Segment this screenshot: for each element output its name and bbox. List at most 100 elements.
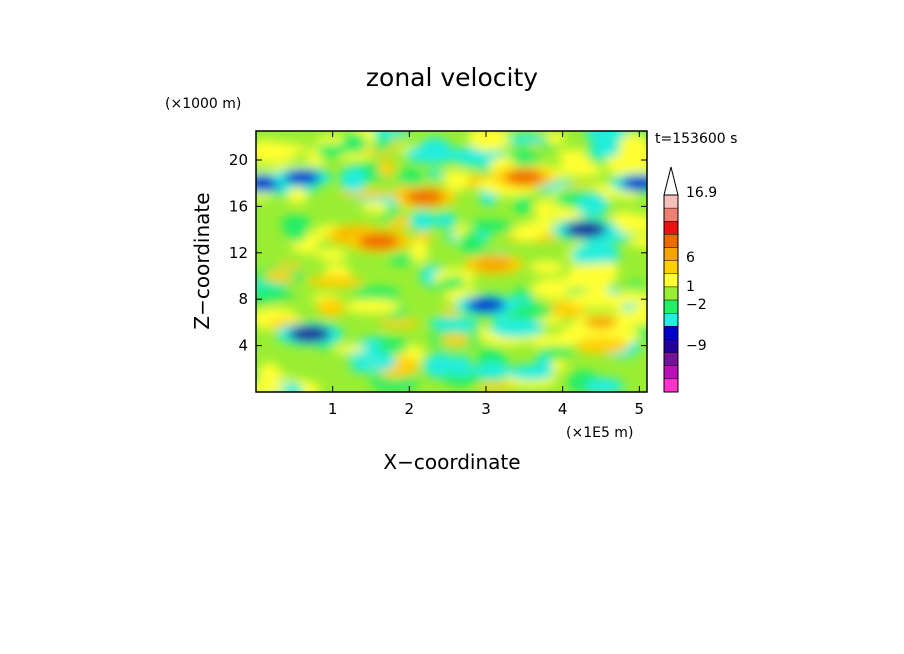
field-patch xyxy=(287,187,308,205)
field-patch xyxy=(258,362,282,387)
colorbar-swatch xyxy=(663,365,679,380)
colorbar-swatch xyxy=(663,352,679,366)
field-patch xyxy=(449,355,473,378)
colorbar-swatch xyxy=(663,313,679,327)
field-patch xyxy=(499,134,550,145)
field-feature xyxy=(621,176,647,191)
x-tick-label: 3 xyxy=(481,400,491,418)
field-patch xyxy=(429,281,459,290)
field-patch xyxy=(429,317,448,330)
colorbar-arrow xyxy=(663,166,679,196)
field-patch xyxy=(316,298,346,317)
colorbar-swatch xyxy=(663,234,679,248)
field-patch xyxy=(476,383,515,392)
field-feature xyxy=(440,333,471,346)
field-patch xyxy=(378,159,395,178)
x-tick-label: 4 xyxy=(558,400,568,418)
y-tick-label: 8 xyxy=(238,290,248,308)
field-patch xyxy=(569,291,621,309)
field-patch xyxy=(331,344,367,353)
y-axis-ticks: 4 8 12 16 20 xyxy=(229,151,647,355)
field-patch xyxy=(591,142,621,158)
x-tick-label: 1 xyxy=(328,400,338,418)
field-feature xyxy=(564,221,607,238)
field-patch xyxy=(576,194,610,217)
field-feature xyxy=(264,270,294,282)
field-patch xyxy=(585,377,624,392)
field-patch xyxy=(364,131,411,139)
x-unit-label: (×1E5 m) xyxy=(566,425,633,441)
field-patch xyxy=(437,317,480,332)
field-patch xyxy=(354,286,401,303)
field-patch xyxy=(529,260,565,274)
colorbar-swatch xyxy=(663,326,679,340)
field-patch xyxy=(443,371,480,387)
field-patch xyxy=(427,169,445,179)
x-axis-label: X−coordinate xyxy=(383,450,520,474)
field-patch xyxy=(534,199,554,221)
heatmap-field xyxy=(256,131,647,392)
field-patch xyxy=(560,157,595,171)
field-patch xyxy=(585,131,630,145)
x-axis-ticks: 1 2 3 4 5 xyxy=(328,131,644,418)
plot-frame xyxy=(255,130,648,393)
time-label: t=153600 s xyxy=(655,131,737,147)
y-tick-label: 16 xyxy=(229,197,248,215)
field-patch xyxy=(625,282,646,291)
colorbar-swatch xyxy=(663,378,679,393)
field-patch xyxy=(315,143,347,159)
field-patch xyxy=(409,210,437,232)
field-patch xyxy=(442,170,471,185)
field-patch xyxy=(514,194,532,216)
colorbar-swatch xyxy=(663,207,679,222)
field-feature xyxy=(466,297,506,313)
field-feature xyxy=(415,147,449,161)
colorbar-labels: 16.9 6 1 −2 −9 xyxy=(686,185,717,354)
colorbar-swatch xyxy=(663,260,679,274)
colorbar-swatch xyxy=(663,194,679,209)
field-patch xyxy=(537,345,575,358)
field-patch xyxy=(535,354,553,379)
colorbar-swatch xyxy=(663,299,679,314)
y-tick-label: 12 xyxy=(229,244,248,262)
field-patch xyxy=(256,382,288,392)
colorbar-label: −9 xyxy=(686,338,707,354)
field-patch xyxy=(575,337,629,355)
field-patch xyxy=(423,352,458,379)
field-patch xyxy=(441,307,460,316)
colorbar-swatch xyxy=(663,221,679,235)
field-patch xyxy=(345,299,401,314)
field-feature xyxy=(284,170,320,185)
colorbar-swatch xyxy=(663,247,679,261)
field-feature xyxy=(405,189,445,205)
field-patch xyxy=(460,229,481,256)
field-patch xyxy=(593,262,620,278)
field-patch xyxy=(410,239,428,264)
colorbar-swatch xyxy=(663,273,679,288)
field-patch xyxy=(471,362,513,380)
field-patch xyxy=(378,319,421,328)
field-feature xyxy=(504,169,544,185)
colorbar-label: 1 xyxy=(686,279,695,295)
colorbar-swatch xyxy=(663,339,679,353)
y-unit-label: (×1000 m) xyxy=(165,96,241,112)
field-patch xyxy=(510,224,543,242)
field-patch xyxy=(256,290,272,306)
field-feature xyxy=(288,326,331,342)
field-patch xyxy=(468,131,510,152)
y-axis-label: Z−coordinate xyxy=(190,192,214,329)
field-patch xyxy=(348,363,388,373)
y-tick-label: 20 xyxy=(229,151,248,169)
field-feature xyxy=(584,315,618,329)
field-patch xyxy=(307,275,363,288)
x-tick-label: 5 xyxy=(635,400,645,418)
field-patch xyxy=(628,235,647,248)
field-patch xyxy=(361,202,390,214)
colorbar-label: 16.9 xyxy=(686,185,717,201)
colorbar-label: −2 xyxy=(686,297,707,313)
field-patch xyxy=(339,167,367,193)
field-patch xyxy=(341,131,367,155)
field-patch xyxy=(546,132,566,145)
colorbar-label: 6 xyxy=(686,250,695,266)
